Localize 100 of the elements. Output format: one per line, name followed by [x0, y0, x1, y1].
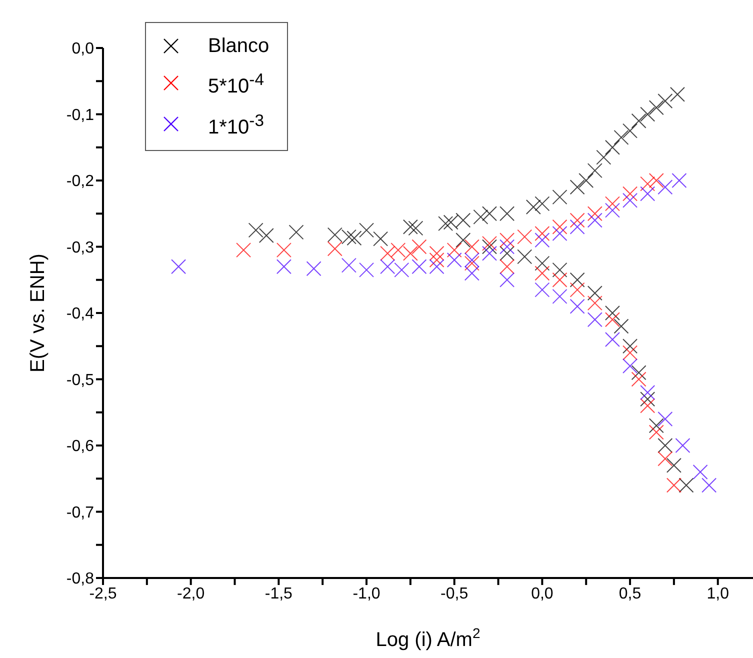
- x-tick-label: -2,0: [177, 585, 205, 602]
- point: [429, 252, 444, 268]
- x-tick-label: 1,0: [706, 585, 730, 602]
- point: [464, 266, 480, 281]
- point: [429, 246, 444, 261]
- point: [482, 206, 497, 222]
- point: [578, 173, 594, 188]
- point: [171, 259, 186, 274]
- point: [587, 296, 602, 311]
- point: [456, 232, 471, 248]
- point: [500, 246, 515, 261]
- point: [658, 94, 673, 108]
- point: [412, 259, 427, 274]
- y-tick-label: -0,5: [66, 372, 94, 389]
- point: [614, 318, 629, 334]
- point: [359, 222, 374, 238]
- point: [359, 262, 374, 278]
- point: [373, 231, 388, 246]
- point: [552, 190, 568, 205]
- point: [570, 180, 585, 195]
- point: [408, 220, 424, 236]
- point: [658, 438, 673, 453]
- point: [648, 424, 664, 440]
- point: [412, 239, 427, 254]
- point: [248, 222, 264, 238]
- point: [631, 365, 646, 380]
- y-tick-label: -0,1: [66, 106, 94, 124]
- x-tick-label: -1,0: [352, 585, 380, 602]
- point: [402, 246, 418, 261]
- x-tick-label: 0,5: [618, 585, 642, 602]
- point: [658, 412, 673, 426]
- point: [552, 219, 568, 234]
- point: [346, 230, 362, 246]
- point: [587, 163, 602, 178]
- point: [587, 312, 602, 328]
- point: [596, 150, 612, 165]
- point: [640, 176, 656, 192]
- point: [500, 239, 515, 254]
- point: [658, 180, 673, 195]
- point: [604, 202, 620, 218]
- point: [604, 312, 620, 328]
- point: [622, 192, 638, 208]
- point: [482, 246, 497, 261]
- point: [640, 106, 656, 122]
- point: [587, 206, 602, 222]
- point: [604, 196, 620, 212]
- point: [390, 242, 406, 258]
- point: [236, 242, 252, 258]
- point: [552, 272, 568, 288]
- point: [534, 266, 550, 281]
- point: [570, 282, 585, 298]
- point: [464, 252, 480, 268]
- point: [394, 262, 410, 278]
- point: [473, 209, 488, 224]
- point: [587, 286, 602, 301]
- point: [640, 186, 656, 202]
- point: [702, 478, 717, 493]
- point: [622, 345, 638, 360]
- point: [500, 206, 515, 222]
- point: [570, 219, 585, 234]
- point: [341, 258, 356, 273]
- x-axis-title: Log (i) A/m$^{2}$: [376, 625, 480, 651]
- y-axis-title: E(V vs. ENH): [26, 254, 49, 372]
- y-tick-label: -0,4: [66, 306, 94, 323]
- point: [534, 226, 550, 241]
- point: [570, 212, 585, 228]
- point: [570, 298, 585, 314]
- point: [570, 272, 585, 288]
- point: [534, 196, 550, 212]
- point: [622, 186, 638, 202]
- y-tick-label: -0,2: [66, 173, 94, 190]
- point: [640, 392, 656, 407]
- point: [482, 239, 497, 254]
- point: [672, 173, 687, 188]
- point: [438, 216, 454, 232]
- point: [258, 228, 274, 243]
- point: [552, 226, 568, 241]
- point: [380, 259, 396, 274]
- y-tick-label: 0,0: [72, 40, 94, 58]
- point: [380, 246, 396, 261]
- point: [670, 86, 685, 102]
- point: [666, 478, 682, 493]
- point: [604, 332, 620, 347]
- x-tick-label: -0,5: [440, 585, 468, 602]
- point: [526, 200, 541, 214]
- y-tick-label: -0,6: [66, 438, 94, 456]
- point: [631, 372, 646, 387]
- point: [552, 262, 568, 278]
- point: [640, 398, 656, 414]
- point: [402, 219, 418, 234]
- point: [276, 242, 292, 258]
- point: [534, 232, 550, 248]
- point: [446, 242, 462, 258]
- point: [648, 418, 664, 434]
- point: [622, 123, 638, 138]
- point: [666, 458, 682, 473]
- point: [622, 338, 638, 354]
- point: [446, 252, 462, 268]
- y-tick-label: -0,3: [66, 239, 94, 256]
- point: [648, 100, 664, 116]
